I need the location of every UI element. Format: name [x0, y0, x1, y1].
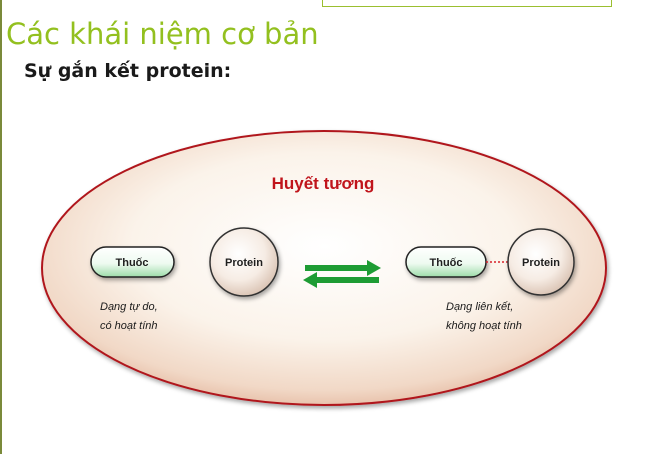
bound-protein-label: Protein [522, 257, 560, 269]
plasma-label: Huyết tương [272, 174, 375, 193]
free-drug-pill [90, 246, 175, 278]
free-form-caption-line1: Dạng tự do, [100, 301, 158, 313]
free-protein-label: Protein [225, 257, 263, 269]
free-form-caption-line2: có hoạt tính [100, 320, 158, 332]
bound-form-caption-line1: Dạng liên kết, [446, 301, 513, 313]
bound-protein-circle [507, 228, 575, 296]
free-drug-label: Thuốc [116, 257, 149, 269]
double-arrow-equilibrium-icon [303, 260, 381, 288]
top-decorative-box [322, 0, 612, 7]
free-protein-circle [209, 227, 279, 297]
slide-title: Các khái niệm cơ bản [6, 17, 319, 51]
left-border-line [0, 0, 2, 454]
bound-drug-label: Thuốc [430, 257, 463, 269]
slide-subtitle: Sự gắn kết protein: [24, 60, 232, 82]
bound-form-caption-line2: không hoạt tính [446, 320, 522, 332]
